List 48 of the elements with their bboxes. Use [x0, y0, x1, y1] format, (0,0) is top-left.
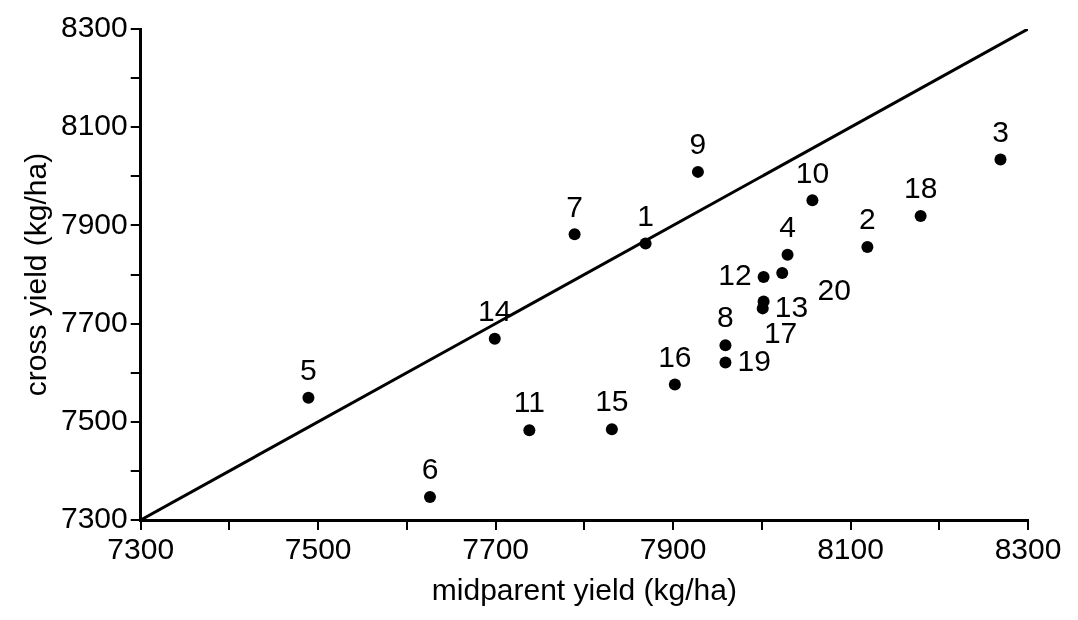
point: [806, 194, 819, 207]
x-tick-label: 7700: [462, 532, 530, 566]
x-tick-label: 8100: [817, 532, 884, 566]
point: [994, 153, 1007, 166]
annotation: 18: [903, 171, 938, 205]
point: [668, 378, 681, 391]
annotation: 7: [566, 189, 583, 223]
y-tick-label: 7700: [60, 304, 128, 338]
annotation: 16: [658, 339, 692, 373]
point: [605, 423, 618, 436]
y-tick-label: 8100: [60, 108, 128, 142]
annotation: 9: [689, 127, 707, 161]
x-axis-title: midparent yield (kg/ha): [431, 573, 737, 607]
x-tick-label: 7500: [284, 532, 352, 566]
x-tick-label: 8300: [994, 532, 1062, 566]
annotation: 11: [513, 385, 545, 419]
annotation: 20: [817, 272, 851, 306]
point: [639, 237, 652, 250]
annotation: 5: [300, 353, 317, 387]
point: [523, 424, 536, 437]
annotation: 15: [595, 384, 629, 418]
x-tick-label: 7900: [639, 532, 707, 566]
point: [423, 490, 436, 503]
annotation: 10: [795, 155, 830, 189]
point: [488, 332, 501, 345]
point: [719, 356, 732, 369]
point: [757, 270, 770, 283]
annotation: 2: [859, 202, 876, 236]
annotation: 3: [992, 114, 1009, 148]
annotation: 1: [637, 198, 654, 232]
y-tick-label: 7300: [60, 501, 128, 535]
point: [781, 248, 794, 261]
y-tick-label: 8300: [60, 10, 128, 44]
point: [719, 339, 732, 352]
y-axis-title: cross yield (kg/ha): [19, 152, 53, 397]
x-tick-label: 7300: [107, 532, 175, 566]
point: [776, 267, 789, 280]
point: [861, 241, 874, 253]
y-tick-label: 7900: [60, 206, 128, 240]
annotation: 8: [717, 300, 734, 334]
annotation: 6: [421, 452, 439, 486]
point: [691, 165, 704, 178]
annotation: 12: [718, 258, 752, 292]
point: [302, 391, 315, 404]
point: [568, 228, 581, 241]
annotation: 4: [779, 210, 796, 244]
point: [914, 210, 927, 223]
y-tick-label: 7500: [60, 403, 128, 437]
